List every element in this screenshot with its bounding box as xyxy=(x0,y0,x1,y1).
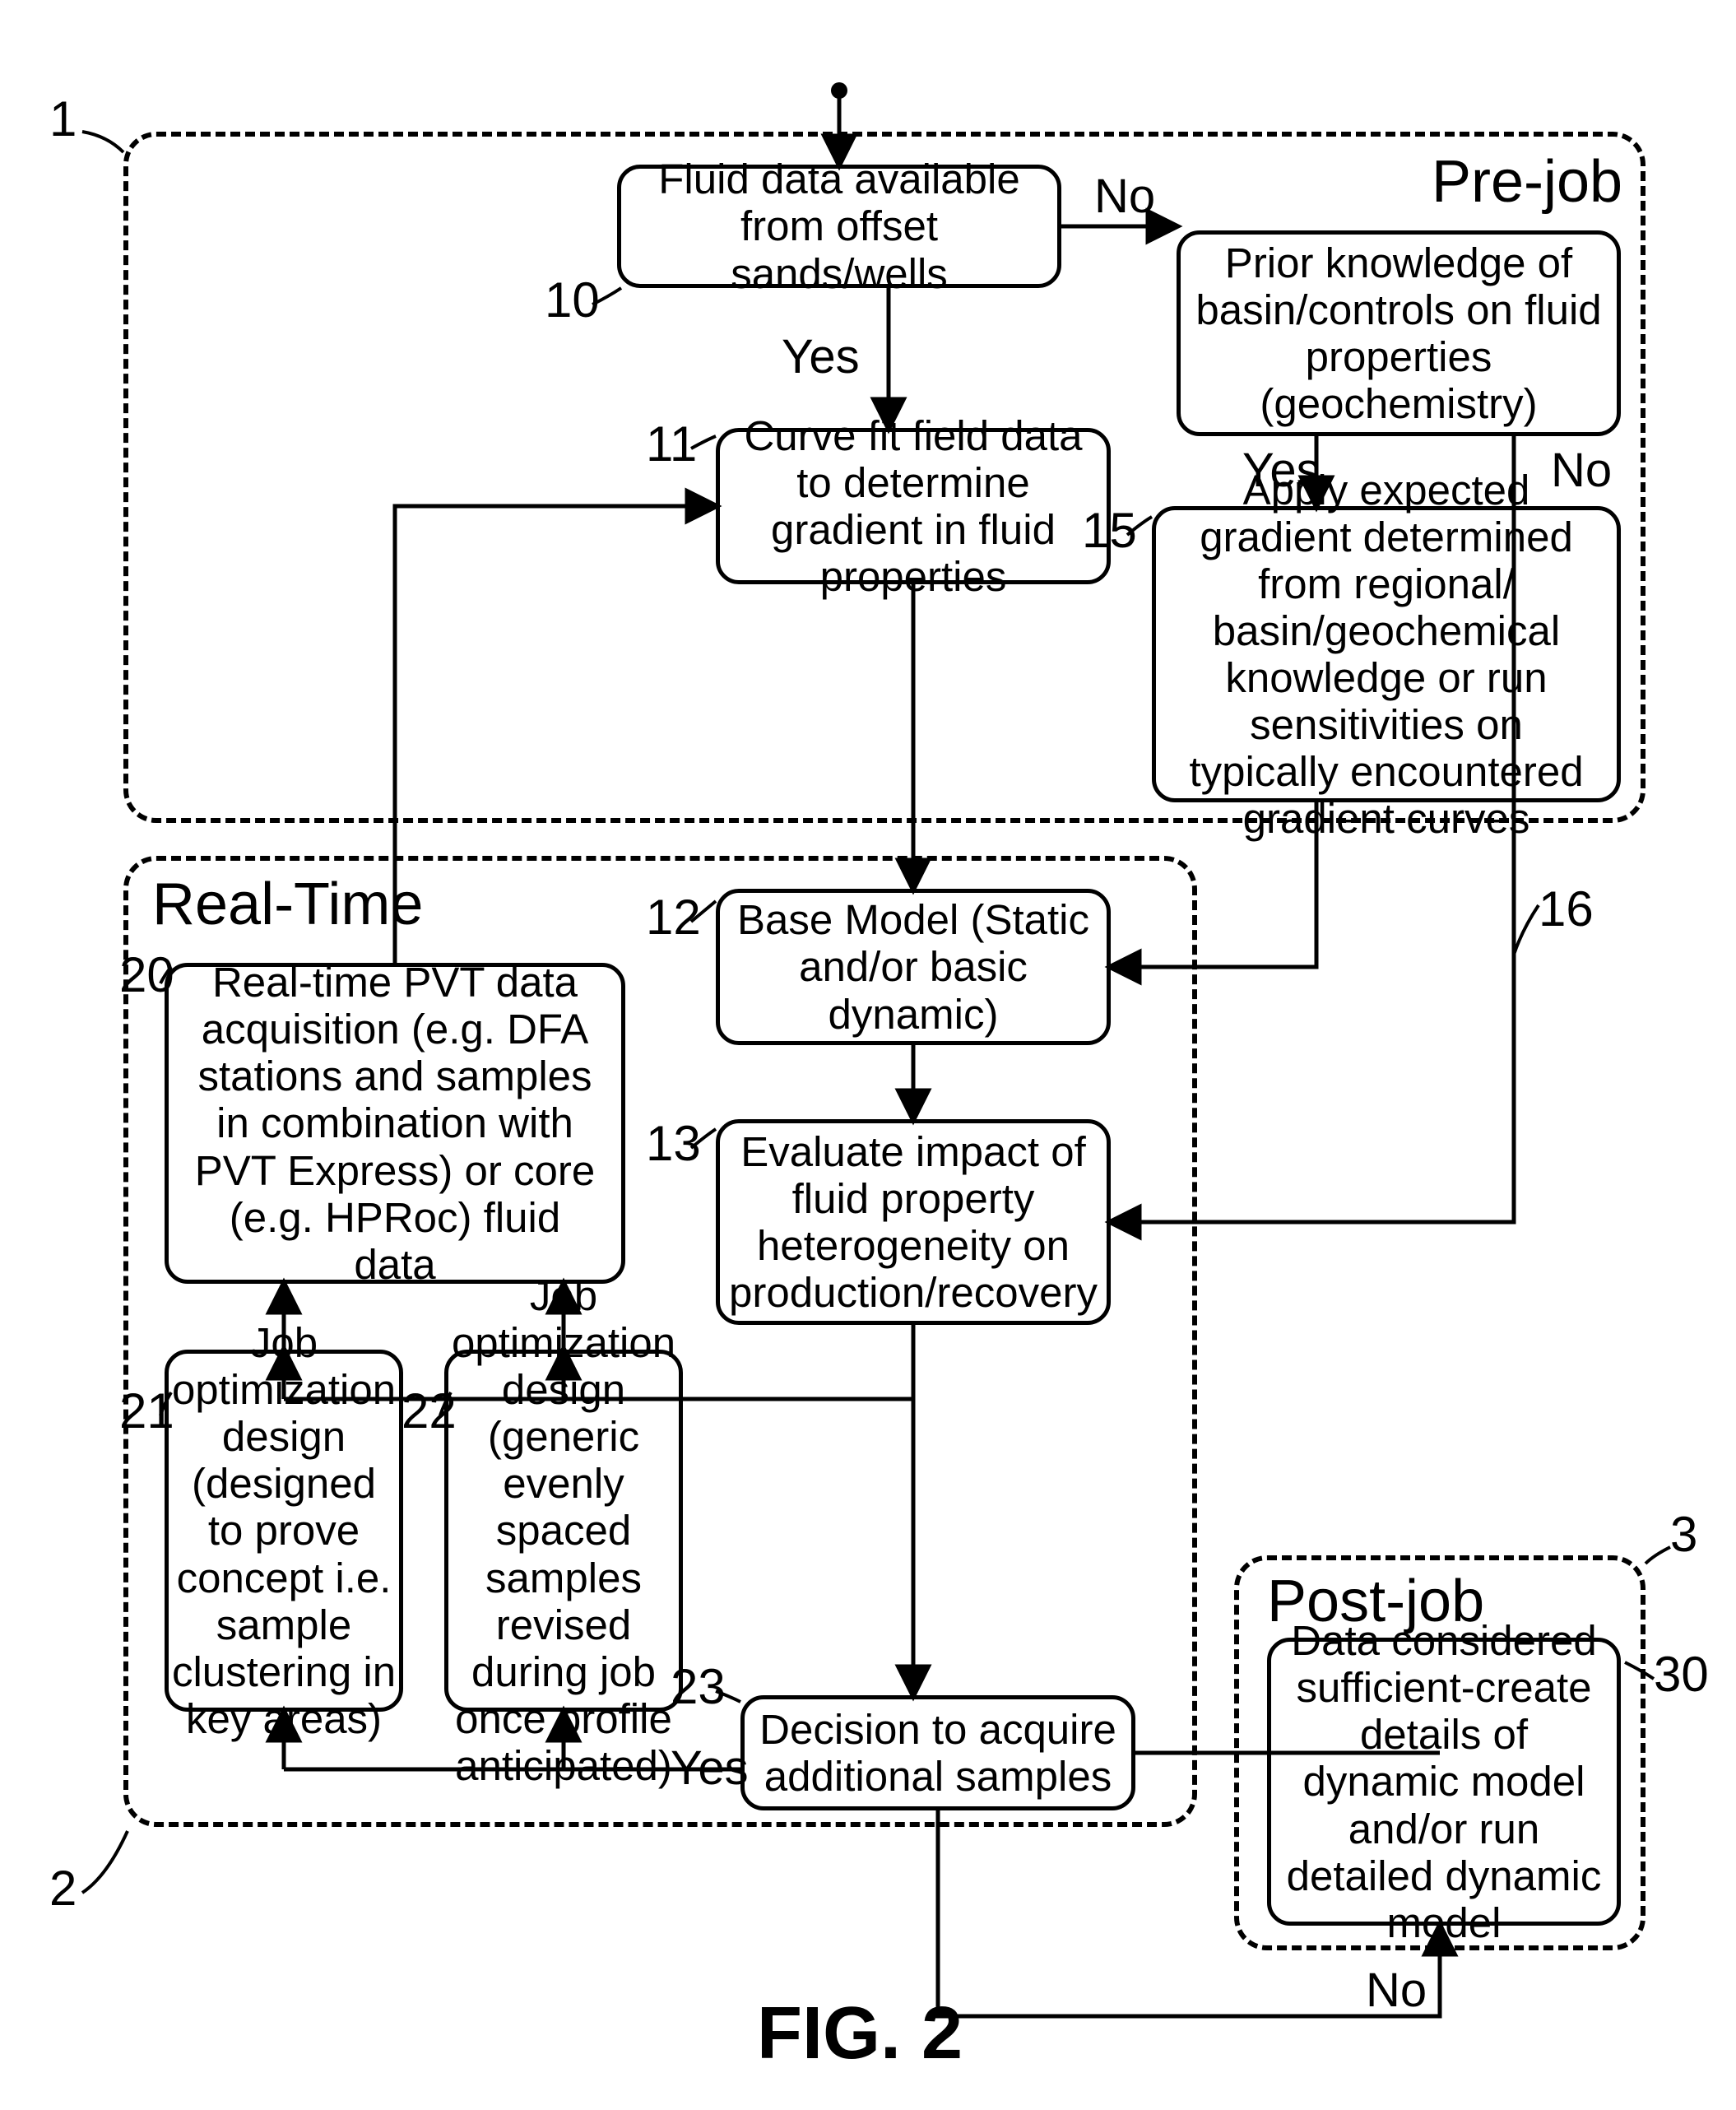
node-21-text: Job optimization design (designed to pro… xyxy=(172,1319,396,1742)
num-20: 20 xyxy=(119,946,174,1003)
node-11-text: Curve fit field data to determine gradie… xyxy=(735,412,1092,600)
node-20: Real-time PVT data acquisition (e.g. DFA… xyxy=(165,963,625,1284)
node-13-text: Evaluate impact of fluid property hetero… xyxy=(729,1128,1098,1316)
num-13: 13 xyxy=(646,1115,701,1172)
node-20-text: Real-time PVT data acquisition (e.g. DFA… xyxy=(183,959,606,1288)
node-13: Evaluate impact of fluid property hetero… xyxy=(716,1119,1111,1325)
node-12-text: Base Model (Static and/or basic dynamic) xyxy=(735,896,1092,1037)
num-23: 23 xyxy=(671,1658,726,1715)
num-region-2: 2 xyxy=(49,1860,77,1917)
label-n10-no: No xyxy=(1094,169,1155,224)
num-11: 11 xyxy=(646,416,697,472)
region-realtime-label: Real-Time xyxy=(152,871,423,938)
node-10: Fluid data available from offset sands/w… xyxy=(617,165,1061,288)
num-region-1: 1 xyxy=(49,91,77,147)
num-10: 10 xyxy=(545,272,600,328)
node-10-text: Fluid data available from offset sands/w… xyxy=(636,156,1042,296)
flowchart-canvas: Pre-job Real-Time Post-job 1 2 3 Fluid d… xyxy=(0,0,1736,2110)
num-region-3: 3 xyxy=(1670,1506,1697,1563)
node-14: Prior knowledge of basin/controls on flu… xyxy=(1177,230,1621,436)
label-n14-no: No xyxy=(1551,443,1612,498)
node-21: Job optimization design (designed to pro… xyxy=(165,1350,403,1712)
node-30: Data considered sufficient-create detail… xyxy=(1267,1638,1621,1926)
label-n23-yes: Yes xyxy=(671,1741,749,1796)
node-23-text: Decision to acquire additional samples xyxy=(759,1706,1116,1800)
node-11: Curve fit field data to determine gradie… xyxy=(716,428,1111,584)
region-prejob-label: Pre-job xyxy=(1432,148,1622,216)
label-n10-yes: Yes xyxy=(782,329,860,384)
num-22: 22 xyxy=(402,1383,457,1439)
num-21: 21 xyxy=(119,1383,174,1439)
node-30-text: Data considered sufficient-create detail… xyxy=(1286,1617,1602,1946)
num-12: 12 xyxy=(646,889,701,946)
node-12: Base Model (Static and/or basic dynamic) xyxy=(716,889,1111,1045)
num-15: 15 xyxy=(1082,502,1137,559)
num-16: 16 xyxy=(1539,881,1594,937)
label-n14-yes: Yes xyxy=(1242,443,1321,498)
node-22: Job optimization design (generic evenly … xyxy=(444,1350,683,1712)
label-n23-no: No xyxy=(1366,1963,1427,2018)
node-22-text: Job optimization design (generic evenly … xyxy=(452,1272,675,1789)
node-23: Decision to acquire additional samples xyxy=(740,1695,1135,1810)
num-30: 30 xyxy=(1654,1646,1709,1703)
figure-label: FIG. 2 xyxy=(757,1991,963,2076)
node-14-text: Prior knowledge of basin/controls on flu… xyxy=(1195,239,1602,427)
node-15: Apply expected gradient determined from … xyxy=(1152,506,1621,802)
node-15-text: Apply expected gradient determined from … xyxy=(1171,467,1602,843)
